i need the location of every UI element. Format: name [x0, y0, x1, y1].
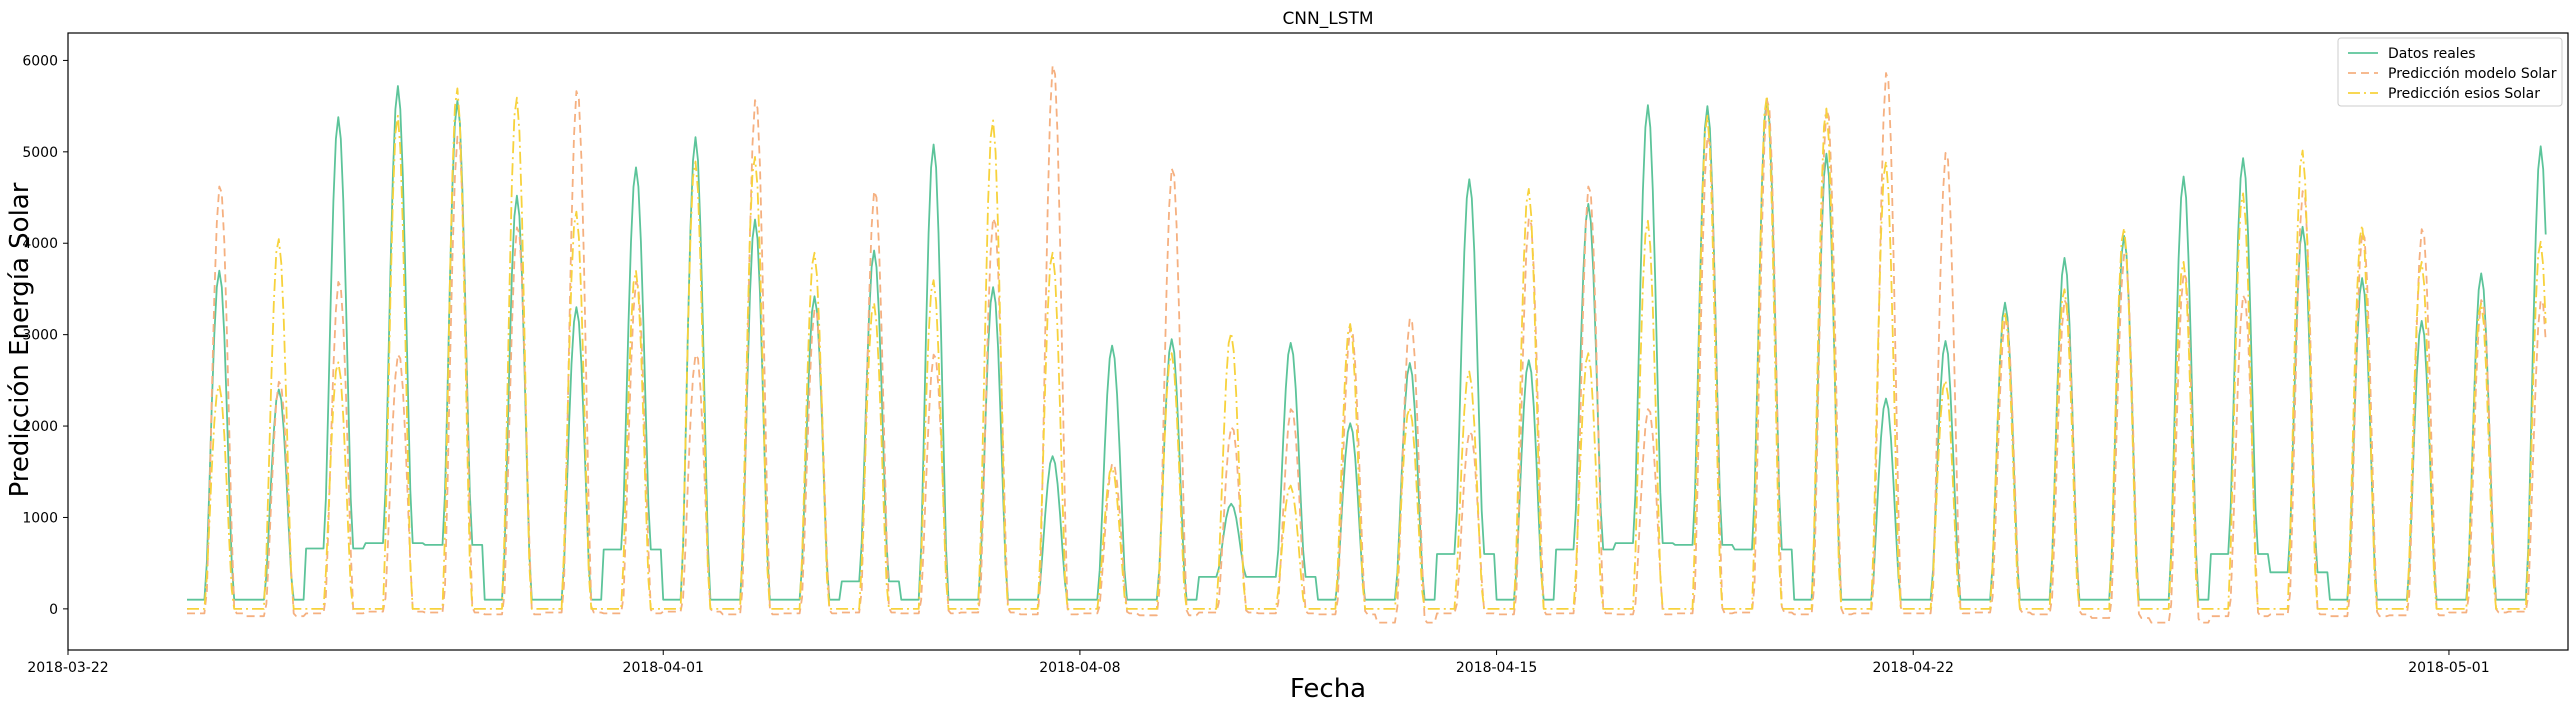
legend-label: Predicción modelo Solar: [2388, 66, 2557, 82]
legend-label: Datos reales: [2388, 46, 2476, 62]
x-axis-ticks: 2018-03-22 2018-04-01 2018-04-08 2018-04-15…: [27, 650, 2490, 676]
y-tick-label: 3000: [22, 328, 58, 344]
x-tick-label: 2018-03-22: [27, 660, 108, 676]
legend: Datos reales Predicción modelo Solar Predi…: [2337, 37, 2563, 107]
x-tick-label: 2018-05-01: [2408, 660, 2489, 676]
series-line-2: [187, 64, 2547, 624]
plot-frame: [67, 32, 2569, 651]
legend-label: Predicción esios Solar: [2388, 86, 2540, 102]
x-tick-label: 2018-04-22: [1873, 660, 1954, 676]
legend-box: [2337, 37, 2563, 107]
chart-title: CNN_LSTM: [1282, 9, 1373, 29]
y-tick-label: 5000: [22, 145, 58, 161]
y-tick-label: 0: [49, 602, 58, 618]
y-axis-ticks: 0 1000 2000 3000 4000 5000 6000: [22, 53, 68, 618]
series-line-1: [187, 85, 2547, 601]
y-tick-label: 4000: [22, 236, 58, 252]
x-tick-label: 2018-04-08: [1039, 660, 1120, 676]
y-axis-label: Predicción Energía Solar: [5, 182, 35, 497]
x-tick-label: 2018-04-15: [1456, 660, 1537, 676]
series-line-3: [187, 87, 2547, 610]
y-tick-label: 6000: [22, 53, 58, 69]
y-tick-label: 2000: [22, 419, 58, 435]
x-tick-label: 2018-04-01: [623, 660, 704, 676]
y-tick-label: 1000: [22, 510, 58, 526]
plot-lines: [187, 64, 2547, 624]
x-axis-label: Fecha: [1290, 674, 1366, 704]
